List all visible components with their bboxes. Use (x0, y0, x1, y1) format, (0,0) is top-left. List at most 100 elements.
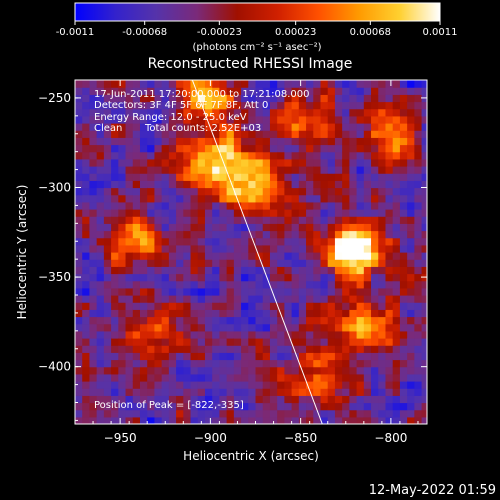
heatmap-cell (421, 280, 427, 289)
heatmap-cell (219, 137, 228, 146)
heatmap-cell (212, 416, 221, 424)
heatmap-cell (363, 187, 372, 196)
heatmap-cell (118, 359, 127, 368)
heatmap-cell (125, 144, 134, 153)
heatmap-cell (291, 194, 300, 203)
heatmap-cell (183, 108, 192, 117)
heatmap-cell (385, 295, 394, 303)
heatmap-cell (306, 230, 314, 239)
heatmap-cell (291, 166, 300, 174)
heatmap-cell (103, 388, 112, 396)
heatmap-cell (190, 338, 199, 346)
heatmap-cell (269, 345, 278, 353)
heatmap-cell (284, 302, 293, 310)
heatmap-cell (414, 216, 423, 224)
heatmap-cell (313, 309, 322, 318)
heatmap-cell (139, 381, 148, 389)
heatmap-cell (147, 273, 156, 282)
heatmap-cell (363, 209, 372, 217)
heatmap-cell (139, 345, 148, 353)
heatmap-cell (111, 209, 119, 217)
heatmap-cell (385, 273, 394, 282)
heatmap-cell (204, 266, 213, 275)
colorbar-ticks: -0.0011 -0.00068 -0.00023 0.00023 0.00068 0.0… (56, 21, 458, 38)
heatmap-cell (313, 237, 322, 246)
heatmap-cell (168, 80, 177, 88)
heatmap-cell (356, 388, 365, 396)
heatmap-cell (269, 137, 278, 146)
heatmap-cell (385, 209, 394, 217)
heatmap-cell (356, 237, 365, 246)
heatmap-cell (378, 223, 387, 232)
heatmap-cell (327, 323, 336, 332)
heatmap-cell (212, 123, 221, 131)
heatmap-cell (168, 259, 177, 267)
heatmap-cell (284, 94, 293, 103)
heatmap-cell (392, 94, 401, 103)
heatmap-cell (363, 158, 372, 167)
heatmap-cell (111, 302, 119, 310)
heatmap-cell (147, 373, 156, 382)
heatmap-cell (89, 80, 98, 88)
heatmap-cell (154, 309, 163, 318)
heatmap-cell (147, 187, 156, 196)
heatmap-cell (269, 366, 278, 375)
heatmap-cell (96, 144, 105, 153)
heatmap-cell (118, 166, 127, 174)
heatmap-cell (204, 123, 213, 131)
heatmap-cell (298, 187, 307, 196)
heatmap-cell (291, 259, 300, 267)
heatmap-cell (392, 402, 401, 411)
heatmap-cell (183, 302, 192, 310)
heatmap-cell (284, 158, 293, 167)
heatmap-cell (190, 323, 199, 332)
heatmap-cell (356, 409, 365, 418)
heatmap-cell (197, 295, 206, 303)
heatmap-cell (248, 87, 257, 95)
heatmap-cell (392, 108, 401, 117)
heatmap-cell (161, 130, 170, 138)
heatmap-cell (147, 366, 156, 375)
heatmap-cell (219, 187, 228, 196)
heatmap-cell (204, 223, 213, 232)
annotation-total-counts: Total counts: 2.52E+03 (144, 123, 261, 134)
heatmap-cell (125, 87, 134, 95)
heatmap-cell (241, 280, 249, 289)
heatmap-cell (298, 87, 307, 95)
heatmap-cell (262, 316, 271, 325)
heatmap-cell (327, 373, 336, 382)
heatmap-cell (161, 316, 170, 325)
heatmap-cell (132, 237, 141, 246)
heatmap-cell (168, 416, 177, 424)
heatmap-cell (421, 194, 427, 203)
heatmap-cell (277, 302, 285, 310)
heatmap-cell (378, 266, 387, 275)
heatmap-cell (139, 230, 148, 239)
heatmap-cell (82, 252, 91, 260)
heatmap-cell (284, 366, 293, 375)
heatmap-cell (226, 273, 235, 282)
heatmap-cell (284, 137, 293, 146)
heatmap-cell (363, 115, 372, 124)
heatmap-cell (125, 395, 134, 404)
heatmap-cell (89, 237, 98, 246)
heatmap-cell (298, 166, 307, 174)
heatmap-cell (176, 316, 184, 325)
heatmap-cell (103, 359, 112, 368)
heatmap-cell (421, 223, 427, 232)
heatmap-cell (269, 309, 278, 318)
heatmap-cell (139, 209, 148, 217)
heatmap-cell (392, 266, 401, 275)
heatmap-cell (132, 402, 141, 411)
heatmap-cell (277, 338, 285, 346)
heatmap-cell (176, 101, 184, 110)
heatmap-cell (269, 108, 278, 117)
heatmap-cell (298, 273, 307, 282)
heatmap-cell (291, 416, 300, 424)
heatmap-cell (371, 287, 379, 296)
heatmap-cell (132, 381, 141, 389)
heatmap-cell (103, 201, 112, 210)
heatmap-cell (226, 280, 235, 289)
heatmap-cell (89, 266, 98, 275)
heatmap-cell (226, 252, 235, 260)
